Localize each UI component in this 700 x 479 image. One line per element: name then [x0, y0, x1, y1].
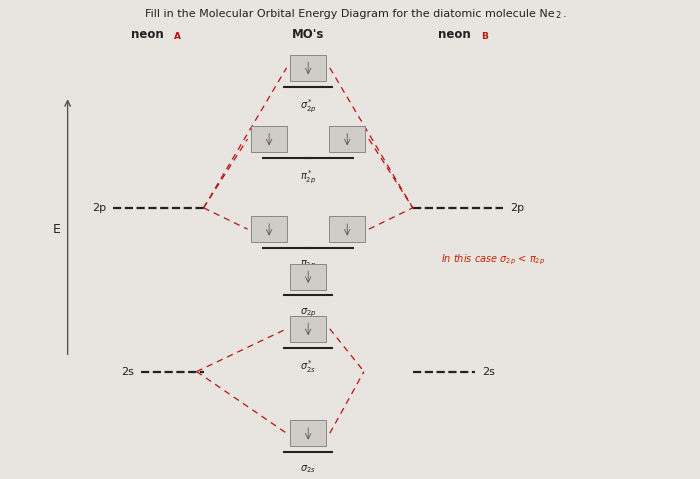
Text: Fill in the Molecular Orbital Energy Diagram for the diatomic molecule Ne: Fill in the Molecular Orbital Energy Dia…: [145, 9, 555, 19]
Text: 2s: 2s: [121, 366, 134, 376]
Text: neon: neon: [132, 28, 164, 41]
Text: $\sigma_{2s}$: $\sigma_{2s}$: [300, 463, 316, 475]
Text: 2: 2: [556, 11, 561, 20]
Text: In this case $\sigma_{2p}$ < $\pi_{2p}$: In this case $\sigma_{2p}$ < $\pi_{2p}$: [440, 253, 545, 267]
Bar: [251, 216, 287, 242]
Bar: [290, 263, 326, 290]
Text: 2p: 2p: [510, 203, 524, 213]
Text: $\pi_{2p}$: $\pi_{2p}$: [300, 259, 316, 271]
Bar: [290, 55, 326, 81]
Text: $\pi^*_{2p}$: $\pi^*_{2p}$: [300, 169, 316, 186]
Text: 2s: 2s: [482, 366, 496, 376]
Text: $\sigma_{2p}$: $\sigma_{2p}$: [300, 306, 316, 319]
Text: MO's: MO's: [292, 28, 324, 41]
Text: neon: neon: [438, 28, 471, 41]
Text: B: B: [481, 33, 488, 42]
Bar: [290, 420, 326, 446]
Bar: [251, 126, 287, 152]
Bar: [329, 216, 365, 242]
Text: $\sigma^*_{2p}$: $\sigma^*_{2p}$: [300, 98, 316, 115]
Text: $\sigma^*_{2s}$: $\sigma^*_{2s}$: [300, 358, 316, 376]
Bar: [290, 316, 326, 342]
Text: 2p: 2p: [92, 203, 106, 213]
Text: A: A: [174, 33, 181, 42]
Bar: [329, 126, 365, 152]
Text: E: E: [52, 223, 61, 236]
Text: .: .: [563, 9, 566, 19]
